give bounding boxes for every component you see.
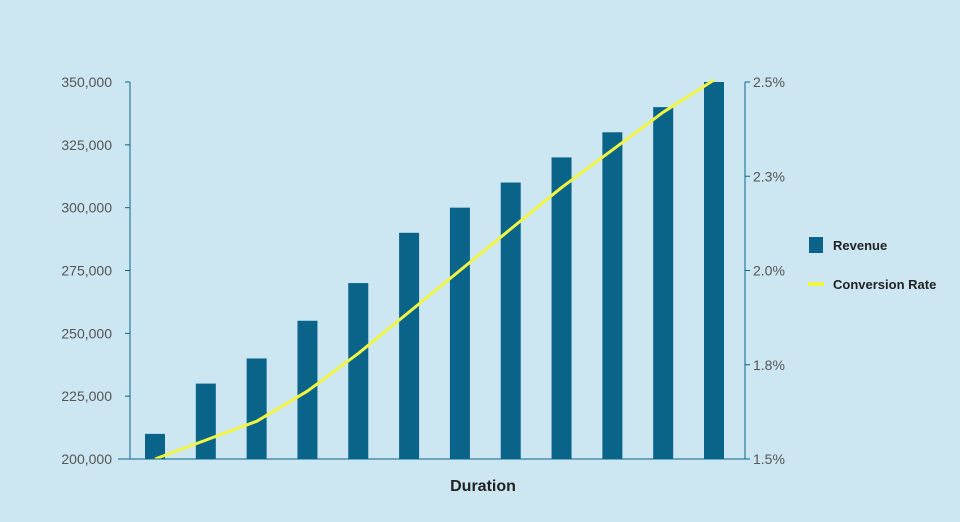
left-tick-label: 250,000 [61, 325, 112, 341]
revenue-bar [500, 182, 521, 460]
conversion-rate-line [154, 78, 715, 461]
revenue-bar [246, 358, 267, 459]
legend: Revenue Conversion Rate [808, 237, 936, 292]
legend-revenue-label: Revenue [833, 238, 887, 253]
left-tick-label: 325,000 [61, 137, 112, 153]
left-tick-label: 225,000 [61, 388, 112, 404]
right-y-axis: 1.5% 1.8% 2.0% 2.3% 2.5% [744, 74, 785, 467]
right-tick-label: 2.3% [753, 168, 785, 184]
right-tick-label: 1.8% [753, 357, 785, 373]
revenue-bar [348, 283, 369, 459]
left-tick-label: 275,000 [61, 263, 112, 279]
right-tick-label: 1.5% [753, 451, 785, 467]
revenue-bar [399, 232, 420, 459]
revenue-bar [602, 132, 623, 459]
legend-revenue-swatch [809, 237, 823, 253]
revenue-bar [449, 207, 470, 459]
revenue-bars [145, 82, 724, 460]
revenue-bar [195, 383, 216, 459]
revenue-bar [653, 107, 674, 459]
left-tick-label: 300,000 [61, 200, 112, 216]
x-axis-title: Duration [450, 478, 516, 495]
revenue-bar [145, 433, 165, 459]
right-tick-label: 2.0% [753, 263, 785, 279]
revenue-bar [551, 157, 572, 459]
right-tick-label: 2.5% [753, 74, 785, 90]
legend-conversion-label: Conversion Rate [833, 277, 936, 292]
left-y-axis: 200,000 225,000 250,000 275,000 300,000 325,0… [61, 74, 131, 467]
revenue-bar [704, 82, 724, 459]
left-tick-label: 200,000 [61, 451, 112, 467]
left-tick-label: 350,000 [61, 74, 112, 90]
conversion-rate-line-group [154, 78, 715, 461]
